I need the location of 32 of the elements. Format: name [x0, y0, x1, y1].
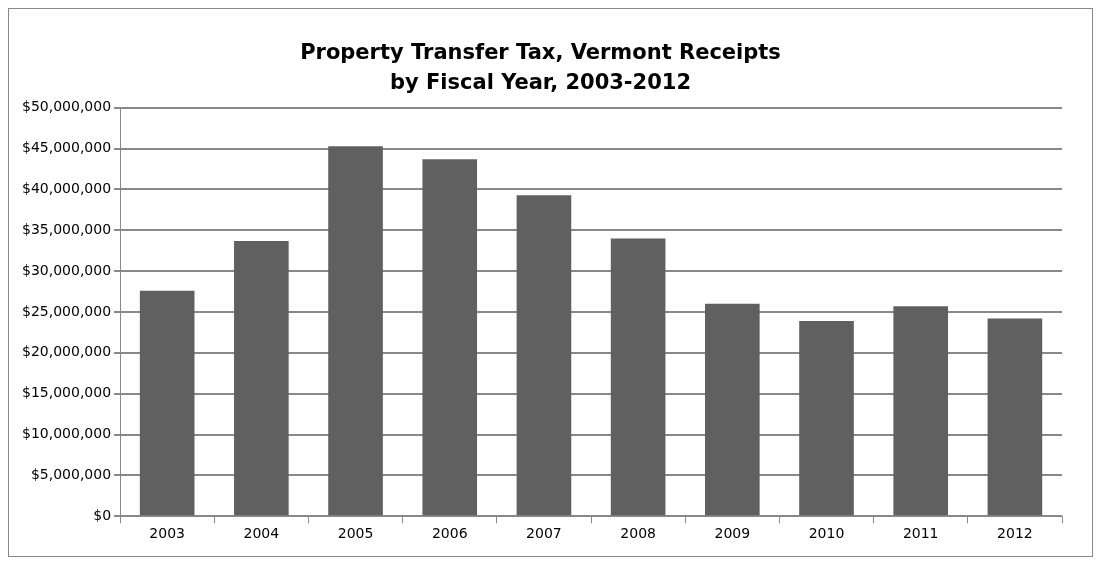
bar [328, 146, 383, 516]
x-tick-label: 2010 [808, 525, 845, 542]
bar [799, 320, 854, 516]
x-tick-label: 2009 [714, 525, 751, 542]
x-tick-label: 2007 [526, 525, 562, 542]
bar [987, 318, 1043, 516]
y-tick-label: $25,000,000 [21, 302, 112, 319]
x-tick-label: 2006 [431, 525, 468, 542]
x-tick-label: 2003 [149, 525, 185, 542]
y-tick-label: $45,000,000 [21, 139, 112, 156]
bar [705, 303, 760, 516]
x-tick-label: 2012 [997, 525, 1033, 542]
bar [234, 240, 289, 516]
x-tick-label: 2005 [337, 525, 374, 542]
x-tick-label: 2011 [902, 525, 939, 542]
bar [893, 306, 949, 516]
bar [422, 159, 478, 516]
bar [610, 238, 666, 516]
y-tick-label: $40,000,000 [21, 180, 112, 197]
bar [139, 290, 195, 516]
y-tick-label: $5,000,000 [30, 466, 112, 482]
y-tick-label: $50,000,000 [21, 98, 112, 115]
y-tick-label: $0 [93, 506, 112, 523]
y-tick-label: $10,000,000 [21, 425, 112, 442]
y-tick-label: $15,000,000 [21, 384, 112, 401]
chart-title: Property Transfer Tax, Vermont Receipts by Fiscal Year, 2003-2012 [300, 40, 781, 94]
y-tick-label: $20,000,000 [21, 343, 112, 360]
bar [516, 195, 572, 516]
x-tick-label: 2008 [620, 525, 656, 542]
y-tick-label: $35,000,000 [21, 220, 112, 237]
x-tick-label: 2004 [243, 525, 280, 542]
y-tick-label: $30,000,000 [21, 261, 112, 278]
